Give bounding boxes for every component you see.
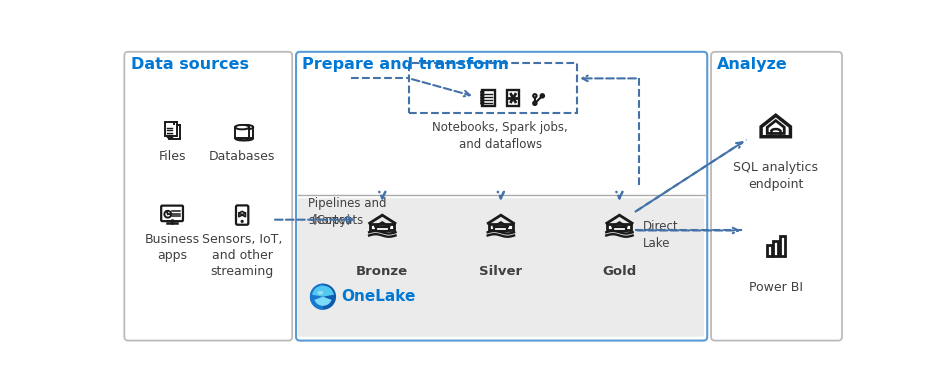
Text: Bronze: Bronze <box>356 265 408 278</box>
Polygon shape <box>767 121 784 134</box>
FancyBboxPatch shape <box>766 245 771 256</box>
FancyBboxPatch shape <box>488 224 513 230</box>
Ellipse shape <box>235 125 249 129</box>
FancyBboxPatch shape <box>236 205 248 225</box>
Text: Databases: Databases <box>209 151 275 163</box>
FancyBboxPatch shape <box>607 224 631 230</box>
Text: Prepare and transform: Prepare and transform <box>302 57 509 72</box>
Text: Files: Files <box>159 151 186 163</box>
FancyBboxPatch shape <box>376 227 389 231</box>
Bar <box>239 127 253 138</box>
FancyBboxPatch shape <box>481 90 495 106</box>
FancyBboxPatch shape <box>613 227 625 231</box>
Text: Direct
Lake: Direct Lake <box>642 220 678 250</box>
Bar <box>235 127 249 138</box>
FancyBboxPatch shape <box>710 52 841 341</box>
Wedge shape <box>314 297 331 306</box>
Text: Analyze: Analyze <box>716 57 787 72</box>
FancyBboxPatch shape <box>168 125 180 139</box>
FancyBboxPatch shape <box>125 52 292 341</box>
Wedge shape <box>310 284 323 310</box>
Circle shape <box>532 94 536 98</box>
Text: Gold: Gold <box>601 265 636 278</box>
Text: Business
apps: Business apps <box>144 233 199 262</box>
Circle shape <box>532 102 536 105</box>
Ellipse shape <box>239 125 253 129</box>
Polygon shape <box>760 115 789 137</box>
Text: Silver: Silver <box>479 265 522 278</box>
FancyBboxPatch shape <box>295 52 706 341</box>
Circle shape <box>310 284 336 310</box>
FancyBboxPatch shape <box>506 90 519 106</box>
FancyBboxPatch shape <box>297 198 703 337</box>
Text: Sensors, IoT,
and other
streaming: Sensors, IoT, and other streaming <box>202 233 282 278</box>
Ellipse shape <box>317 291 323 295</box>
Text: Pipelines and
shortcuts: Pipelines and shortcuts <box>308 197 386 227</box>
Text: Power BI: Power BI <box>748 281 801 293</box>
FancyBboxPatch shape <box>370 224 394 230</box>
Text: OneLake: OneLake <box>341 289 415 304</box>
Circle shape <box>540 94 544 98</box>
FancyBboxPatch shape <box>494 227 507 231</box>
FancyBboxPatch shape <box>161 205 183 221</box>
Text: Data sources: Data sources <box>131 57 249 72</box>
Text: Notebooks, Spark jobs,
and dataflows: Notebooks, Spark jobs, and dataflows <box>431 121 567 151</box>
FancyBboxPatch shape <box>779 236 784 256</box>
Text: SQL analytics
endpoint: SQL analytics endpoint <box>733 161 818 191</box>
Wedge shape <box>312 286 333 297</box>
Text: (Copy): (Copy) <box>312 214 351 226</box>
FancyBboxPatch shape <box>165 122 177 136</box>
FancyBboxPatch shape <box>772 241 778 256</box>
